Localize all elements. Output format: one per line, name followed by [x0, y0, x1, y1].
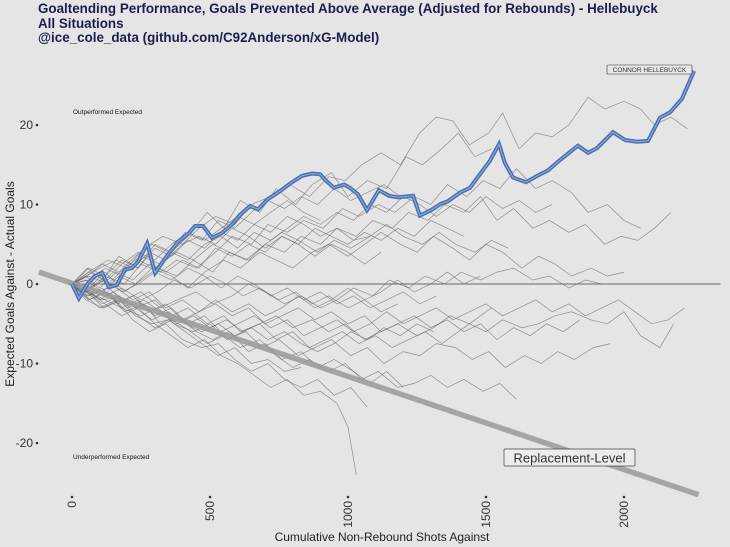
x-tick-mark — [484, 495, 488, 499]
goalie-line-2 — [71, 168, 641, 293]
replacement-label-box — [503, 448, 636, 467]
y-axis-label: Expected Goals Against - Actual Goals — [3, 181, 17, 386]
x-tick-mark — [346, 495, 350, 499]
y-tick-mark — [35, 203, 39, 206]
y-tick-label: -10 — [16, 357, 34, 371]
x-tick-mark — [208, 495, 212, 499]
replacement-label-text: Replacement-Level — [513, 451, 625, 466]
goalie-line-21 — [71, 283, 685, 337]
goalie-line-15 — [71, 219, 465, 289]
goalie-line-17 — [71, 279, 581, 341]
goalie-line-11 — [71, 283, 357, 475]
goalie-line-25 — [71, 223, 509, 285]
x-tick-mark — [70, 495, 74, 499]
x-tick-label: 1000 — [341, 501, 355, 528]
goalie-line-24 — [71, 271, 481, 321]
goalie-line-3 — [71, 196, 672, 293]
hellebuyck-line-group — [70, 70, 696, 303]
goalie-line-12 — [71, 283, 302, 372]
y-tick-mark — [35, 123, 39, 127]
replacement-label: Replacement-Level — [503, 448, 636, 467]
y-tick-label: 10 — [20, 198, 34, 212]
annotation-outperformed: Outperformed Expected — [73, 109, 142, 116]
x-tick-label: 0 — [65, 501, 79, 508]
hellebuyck-line-outer — [70, 70, 696, 303]
x-tick-label: 2000 — [617, 501, 631, 528]
chart-caption: @ice_cole_data (github.com/C92Anderson/x… — [38, 30, 380, 45]
chart-subtitle: All Situations — [38, 15, 124, 31]
y-tick-label: -20 — [16, 436, 34, 450]
y-tick-label: 0 — [26, 277, 33, 291]
goalie-line-1 — [71, 132, 492, 285]
highlight-label: CONNOR HELLEBUYCK — [606, 64, 693, 75]
chart-title-block: Goaltending Performance, Goals Prevented… — [38, 1, 658, 46]
chart-title: Goaltending Performance, Goals Prevented… — [38, 1, 658, 16]
x-tick-mark — [622, 495, 626, 499]
x-tick-label: 1500 — [479, 501, 493, 528]
y-axis-ticks: -20 -10 0 10 20 — [16, 118, 39, 450]
y-tick-mark — [35, 282, 39, 286]
annotation-underperformed: Underperformed Expected — [73, 454, 150, 461]
y-tick-label: 20 — [20, 118, 34, 132]
highlight-label-box — [606, 64, 693, 75]
x-axis-ticks: 0 500 1000 1500 2000 — [65, 495, 631, 528]
goalie-line-22 — [71, 227, 382, 285]
x-tick-label: 500 — [203, 501, 217, 521]
x-axis-label: Cumulative Non-Rebound Shots Against — [275, 530, 490, 544]
goalie-line-14 — [71, 196, 553, 285]
hellebuyck-line-inner — [71, 70, 695, 300]
goalie-line-13 — [71, 184, 401, 285]
highlight-label-text: CONNOR HELLEBUYCK — [613, 67, 687, 74]
other-goalie-lines — [71, 96, 688, 475]
y-tick-mark — [35, 441, 39, 445]
goalie-line-18 — [71, 200, 321, 285]
y-tick-mark — [35, 362, 39, 365]
goalie-line-5 — [71, 267, 602, 309]
